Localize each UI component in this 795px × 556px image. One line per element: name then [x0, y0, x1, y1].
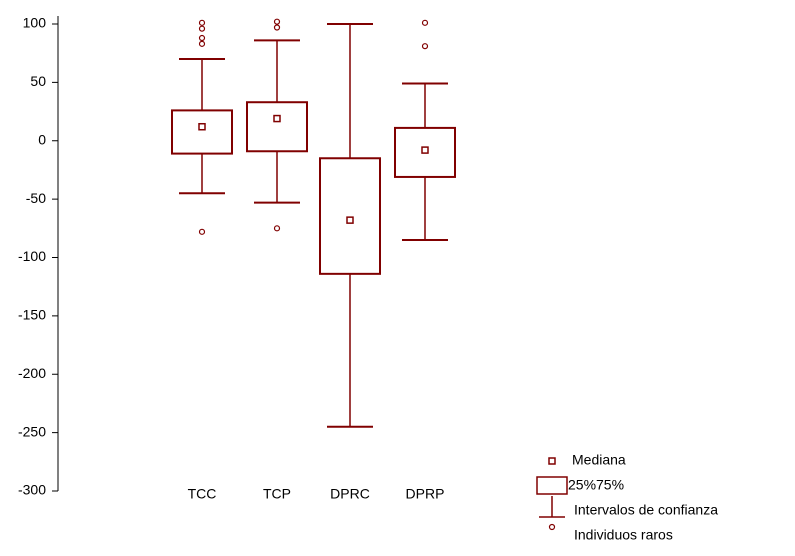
legend-box-icon: [536, 476, 568, 495]
y-tick-label: 0: [38, 131, 46, 147]
x-tick-label: TCP: [263, 486, 291, 502]
y-tick-label: -250: [18, 423, 46, 439]
median: [346, 216, 354, 224]
outlier: [421, 43, 429, 50]
outlier: [273, 24, 281, 31]
y-tick-label: -150: [18, 307, 46, 323]
outlier: [198, 19, 206, 26]
legend-label: Intervalos de confianza: [574, 502, 718, 518]
median: [421, 146, 429, 154]
legend-median-icon: [548, 457, 556, 465]
y-tick-label: -200: [18, 365, 46, 381]
y-tick-label: -100: [18, 248, 46, 264]
box: [171, 109, 233, 155]
legend-outlier-icon: [548, 523, 556, 531]
outlier: [421, 19, 429, 26]
legend-label: 25%75%: [568, 477, 624, 493]
y-tick-label: 50: [30, 73, 46, 89]
outlier: [198, 40, 206, 47]
outlier: [273, 225, 281, 232]
y-tick-label: 100: [23, 15, 47, 31]
median: [198, 122, 206, 131]
box: [246, 101, 308, 153]
y-tick-label: -50: [26, 190, 46, 206]
outlier: [198, 34, 206, 42]
outlier: [273, 18, 281, 25]
x-tick-label: TCC: [188, 486, 217, 502]
median: [273, 114, 281, 123]
box: [319, 157, 381, 275]
x-tick-label: DPRC: [330, 486, 370, 502]
x-tick-label: DPRP: [406, 486, 445, 502]
outlier: [198, 228, 206, 235]
legend-label: Individuos raros: [574, 527, 673, 543]
legend-label: Mediana: [572, 452, 626, 468]
outlier: [198, 25, 206, 32]
y-tick-label: -300: [18, 482, 46, 498]
